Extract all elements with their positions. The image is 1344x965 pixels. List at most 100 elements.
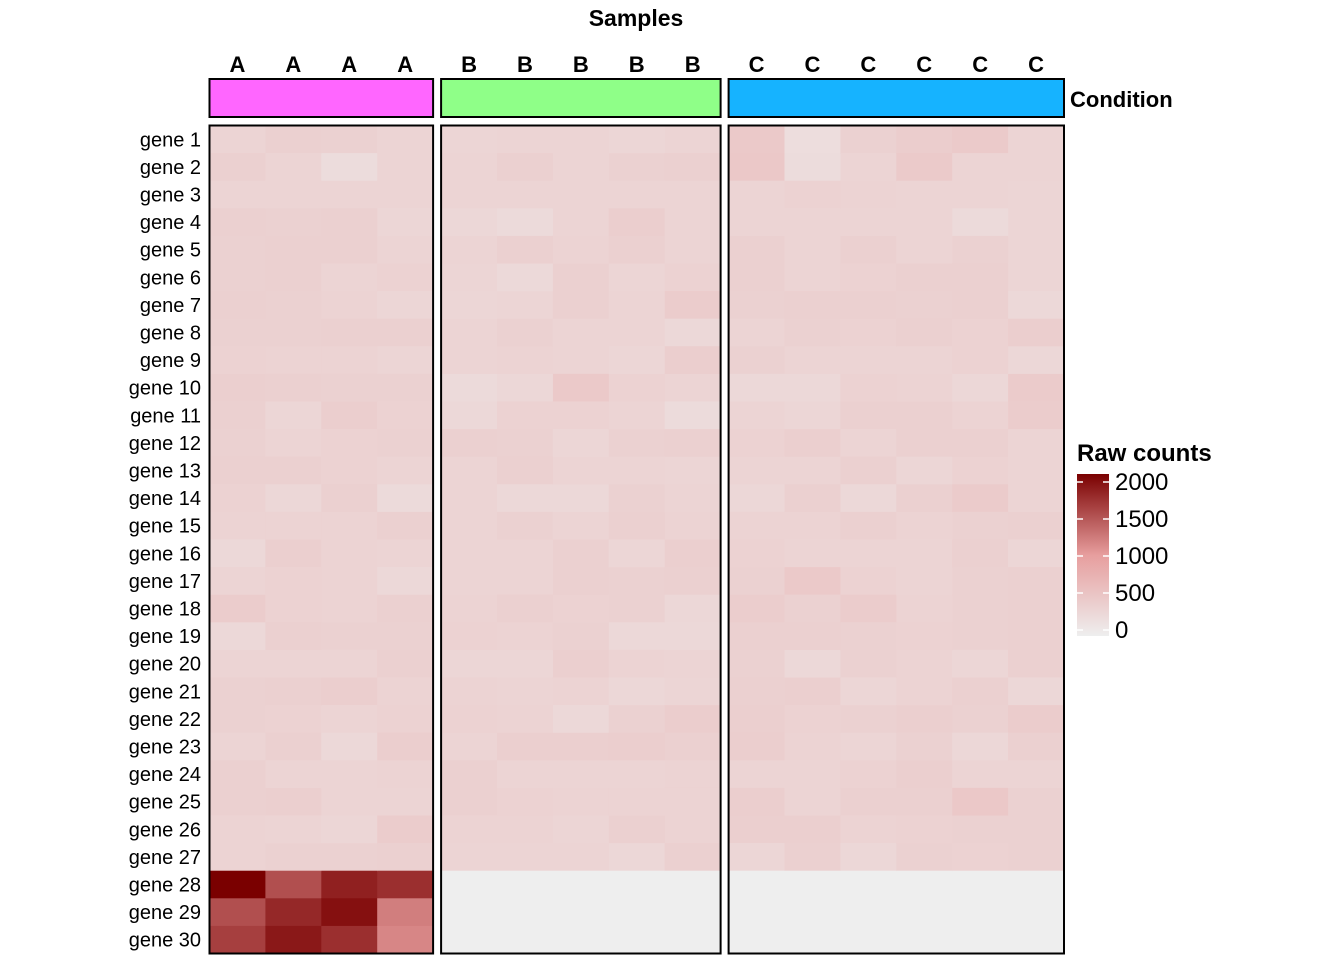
column-label: A bbox=[397, 52, 413, 77]
heatmap-cell bbox=[321, 539, 378, 568]
heatmap-cell bbox=[209, 649, 266, 679]
heatmap-cell bbox=[664, 235, 722, 265]
heatmap-cell bbox=[209, 732, 266, 761]
heatmap-cell bbox=[608, 346, 666, 375]
heatmap-cell bbox=[1008, 180, 1065, 209]
heatmap-cell bbox=[265, 291, 322, 320]
heatmap-cell bbox=[441, 539, 498, 568]
heatmap-cell bbox=[209, 263, 266, 292]
heatmap-cell bbox=[552, 235, 610, 265]
heatmap-cell bbox=[784, 567, 841, 596]
heatmap-cell bbox=[265, 870, 322, 899]
heatmap-cell bbox=[728, 843, 786, 872]
heatmap-cell bbox=[896, 925, 953, 955]
heatmap-cell bbox=[209, 705, 266, 734]
heatmap-cell bbox=[497, 870, 554, 899]
heatmap-cell bbox=[321, 898, 378, 927]
column-label: C bbox=[860, 52, 876, 77]
heatmap-cell bbox=[552, 594, 610, 623]
heatmap-cell bbox=[664, 539, 722, 568]
heatmap-cell bbox=[209, 346, 266, 375]
heatmap-cell bbox=[497, 373, 554, 403]
heatmap-cell bbox=[784, 787, 841, 817]
heatmap-cell bbox=[377, 235, 434, 265]
heatmap-cell bbox=[608, 539, 666, 568]
heatmap-cell bbox=[209, 594, 266, 623]
heatmap-cell bbox=[840, 153, 897, 182]
heatmap-cell bbox=[840, 180, 897, 209]
heatmap-cell bbox=[441, 705, 498, 734]
heatmap-cell bbox=[1008, 705, 1065, 734]
heatmap-cell bbox=[497, 677, 554, 706]
heatmap-cell bbox=[952, 567, 1009, 596]
heatmap-cell bbox=[265, 649, 322, 679]
heatmap-cell bbox=[608, 870, 666, 899]
heatmap-cell bbox=[952, 705, 1009, 734]
heatmap-cell bbox=[265, 318, 322, 347]
heatmap-cell bbox=[784, 732, 841, 761]
legend-colorbar bbox=[1077, 474, 1109, 636]
heatmap-cell bbox=[377, 208, 434, 237]
heatmap-cell bbox=[784, 649, 841, 679]
row-label: gene 2 bbox=[140, 157, 201, 179]
heatmap-cell bbox=[840, 815, 897, 844]
heatmap-cell bbox=[840, 401, 897, 430]
row-label: gene 15 bbox=[129, 516, 201, 538]
heatmap-cell bbox=[209, 925, 266, 955]
heatmap-cell bbox=[265, 677, 322, 706]
legend-tick-label: 0 bbox=[1115, 617, 1128, 644]
heatmap-cell bbox=[497, 318, 554, 347]
heatmap-cell bbox=[1008, 870, 1065, 899]
heatmap-cell bbox=[728, 456, 786, 485]
heatmap-cell bbox=[784, 815, 841, 844]
heatmap-cell bbox=[664, 677, 722, 706]
column-label: C bbox=[916, 52, 932, 77]
heatmap-cell bbox=[608, 125, 666, 154]
heatmap-cell bbox=[265, 263, 322, 292]
heatmap-cell bbox=[664, 346, 722, 375]
row-label: gene 1 bbox=[140, 129, 201, 151]
heatmap-cell bbox=[497, 125, 554, 154]
heatmap-cell bbox=[265, 373, 322, 403]
heatmap-cell bbox=[664, 180, 722, 209]
legend-tick-label: 1500 bbox=[1115, 506, 1168, 533]
heatmap-cell bbox=[664, 429, 722, 458]
heatmap-cell bbox=[896, 235, 953, 265]
heatmap-cell bbox=[608, 732, 666, 761]
heatmap-cell bbox=[377, 677, 434, 706]
heatmap-cell bbox=[441, 594, 498, 623]
heatmap-cell bbox=[952, 235, 1009, 265]
heatmap-cell bbox=[664, 622, 722, 651]
heatmap-cell bbox=[896, 815, 953, 844]
heatmap-cell bbox=[896, 649, 953, 679]
column-label: A bbox=[230, 52, 246, 77]
heatmap-cell bbox=[441, 925, 498, 955]
heatmap-cell bbox=[377, 760, 434, 789]
heatmap-cell bbox=[896, 346, 953, 375]
heatmap-cell bbox=[209, 125, 266, 154]
row-label: gene 19 bbox=[129, 626, 201, 648]
condition-annotation-B bbox=[440, 78, 722, 118]
heatmap-cell bbox=[441, 787, 498, 817]
heatmap-cell bbox=[664, 153, 722, 182]
heatmap-cell bbox=[441, 429, 498, 458]
heatmap-cell bbox=[441, 677, 498, 706]
heatmap-cell bbox=[784, 456, 841, 485]
heatmap-cell bbox=[728, 125, 786, 154]
heatmap-cell bbox=[377, 153, 434, 182]
heatmap-cell bbox=[209, 787, 266, 817]
heatmap-cell bbox=[321, 401, 378, 430]
heatmap-cell bbox=[896, 456, 953, 485]
heatmap-cell bbox=[497, 843, 554, 872]
heatmap-cell bbox=[377, 484, 434, 513]
column-label: B bbox=[629, 52, 645, 77]
heatmap-cell bbox=[840, 760, 897, 789]
heatmap-cell bbox=[840, 318, 897, 347]
heatmap-cell bbox=[265, 456, 322, 485]
row-label: gene 3 bbox=[140, 185, 201, 207]
heatmap-cell bbox=[497, 263, 554, 292]
row-label: gene 17 bbox=[129, 571, 201, 593]
heatmap-cell bbox=[497, 539, 554, 568]
heatmap-cell bbox=[896, 705, 953, 734]
heatmap-cell bbox=[377, 732, 434, 761]
